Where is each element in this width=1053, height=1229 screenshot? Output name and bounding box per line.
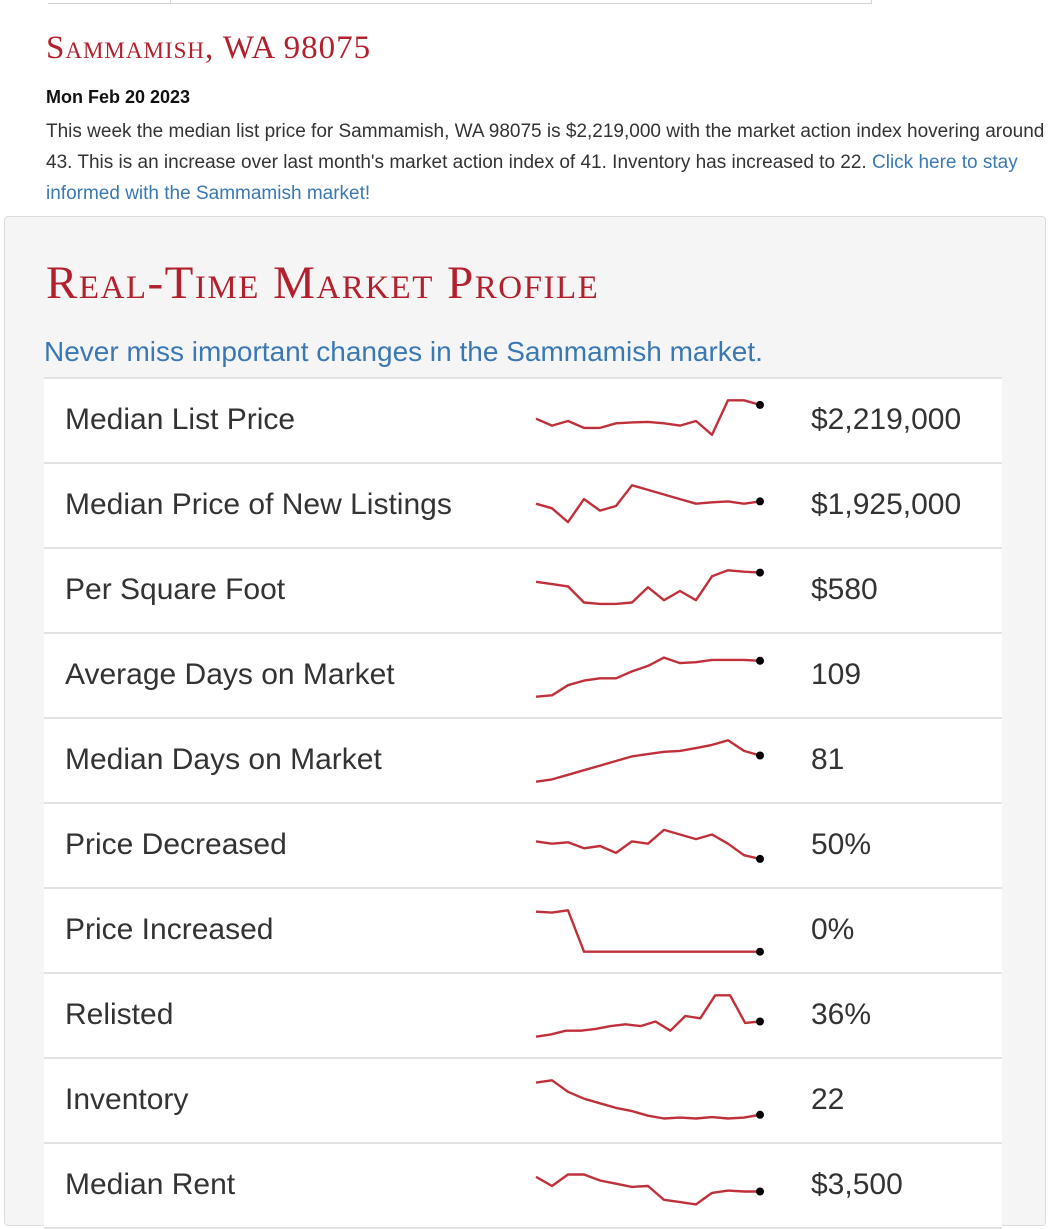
profile-row: Median Price of New Listings $1,925,000 [44,464,1002,549]
profile-row: Price Increased 0% [44,889,1002,974]
trend-sparkline [535,1079,764,1120]
metric-label: Median Rent [65,1168,236,1201]
profile-row: Median Days on Market 81 [44,719,1002,804]
metric-value: $3,500 [811,1168,903,1201]
metric-label: Inventory [65,1083,189,1116]
sparkline-path [535,739,761,783]
stay-informed-link[interactable]: Click here to stay informed with the Sam… [46,152,1018,204]
sparkline-path [535,828,761,861]
metric-value: $580 [811,573,878,606]
trend-sparkline [535,399,764,436]
profile-row: Median Rent $3,500 [44,1144,1002,1229]
trend-sparkline [535,1173,764,1206]
sparkline-end-dot [756,568,764,577]
sparkline-path [535,1079,761,1120]
sparkline-path [535,484,761,524]
metric-label: Median Days on Market [65,743,382,776]
sparkline-path [535,569,761,606]
sparkline-end-dot [756,854,764,863]
sparkline-end-dot [756,656,764,665]
metric-label: Price Decreased [65,828,287,861]
sparkline-end-dot [756,400,764,409]
trend-sparkline [535,568,764,606]
metric-label: Per Square Foot [65,573,286,606]
city-title: Sammamish, WA 98075 [46,30,372,66]
top-input-field[interactable] [170,0,872,4]
metric-value: $2,219,000 [811,403,962,436]
profile-row: Per Square Foot $580 [44,549,1002,634]
profile-row: Relisted 36% [44,974,1002,1059]
metric-value: 36% [811,998,872,1031]
market-profile-title: Real-Time Market Profile [46,257,600,309]
sparkline-end-dot [756,497,764,506]
metric-value: 50% [811,828,872,861]
trend-sparkline [535,828,764,863]
metric-label: Relisted [65,998,174,1031]
profile-row: Average Days on Market 109 [44,634,1002,719]
profile-row: Price Decreased 50% [44,804,1002,889]
sparkline-end-dot [756,947,764,956]
sparkline-end-dot [756,1187,764,1196]
summary-text: This week the median list price for Samm… [46,121,1045,173]
trend-sparkline [535,484,764,524]
sparkline-end-dot [756,1017,764,1026]
active-tab[interactable] [48,0,170,4]
trend-sparkline [535,909,764,956]
metric-label: Average Days on Market [65,658,395,691]
metric-value: 109 [811,658,862,691]
trend-sparkline [535,994,764,1038]
metric-value: 81 [811,743,845,776]
metric-value: $1,925,000 [811,488,962,521]
metric-value: 0% [811,913,855,946]
never-miss-link[interactable]: Never miss important changes in the Samm… [44,336,763,367]
top-tab-bar [48,0,872,4]
sparkline-end-dot [756,751,764,760]
trend-sparkline [535,656,764,698]
metric-label: Median List Price [65,403,296,436]
metric-label: Median Price of New Listings [65,488,452,521]
sparkline-end-dot [756,1110,764,1119]
sparkline-path [535,1173,760,1206]
profile-row: Inventory 22 [44,1059,1002,1144]
sparkline-path [535,909,760,953]
report-date: Mon Feb 20 2023 [46,87,191,107]
market-summary: This week the median list price for Samm… [46,116,1046,209]
profile-row: Median List Price $2,219,000 [44,379,1002,464]
market-profile-table: Median List Price $2,219,000 Median Price … [44,377,1002,1229]
metric-label: Price Increased [65,913,274,946]
sparkline-path [535,656,761,698]
metric-value: 22 [811,1083,845,1116]
trend-sparkline [535,739,764,783]
sparkline-path [535,399,761,436]
sparkline-path [535,994,761,1038]
